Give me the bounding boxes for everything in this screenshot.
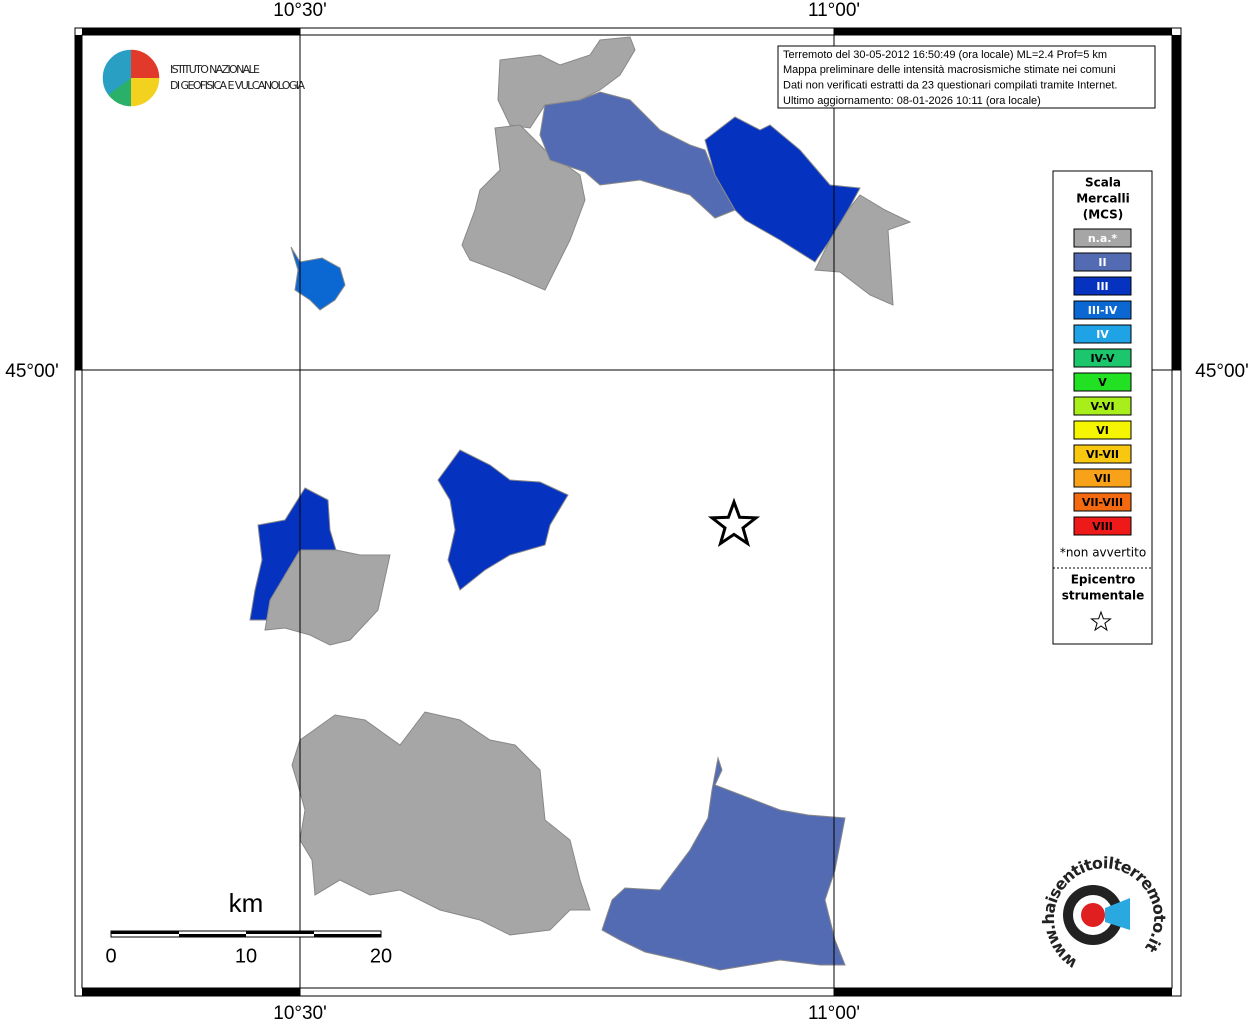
lon-label: 11°00': [808, 0, 860, 21]
area-iii-iv: [290, 246, 346, 311]
legend-label: VIII: [1092, 520, 1113, 533]
scale-segment: [314, 934, 381, 937]
legend-swatch: [1073, 324, 1132, 344]
info-line: Dati non verificati estratti da 23 quest…: [783, 80, 1117, 92]
logo-sector: [108, 78, 131, 107]
area-na: [814, 194, 912, 306]
legend-label: III: [1096, 280, 1108, 293]
logo-text: ISTITUTO NAZIONALE: [170, 63, 260, 76]
legend-label: n.a.*: [1088, 232, 1118, 245]
legend-swatch: [1073, 492, 1132, 512]
lon-label: 10°30': [273, 0, 327, 21]
info-box: [777, 45, 1156, 109]
legend-label: VI-VII: [1086, 448, 1119, 461]
scale-segment: [179, 934, 246, 937]
legend-swatch: [1073, 372, 1132, 392]
info-line: Ultimo aggiornamento: 08-01-2026 10:11 (…: [783, 95, 1041, 107]
info-line: Terremoto del 30-05-2012 16:50:49 (ora l…: [783, 49, 1107, 61]
logo-sector: [131, 78, 160, 107]
legend-label: V-VI: [1090, 400, 1114, 413]
area-iii: [437, 449, 569, 591]
logo-text: DI GEOFISICA E VULCANOLOGIA: [170, 79, 305, 92]
frame: [74, 27, 1182, 997]
axis-labels: 10°30' 11°00' 10°30' 11°00' 45°00' 45°00…: [5, 0, 1249, 1024]
frame-bar: [1172, 35, 1181, 370]
legend-label: VI: [1096, 424, 1109, 437]
lon-label: 11°00': [808, 1003, 860, 1024]
legend-label: V: [1098, 376, 1107, 389]
legend-swatch: [1073, 396, 1132, 416]
area-na: [264, 549, 391, 646]
legend: ScalaMercalli(MCS)n.a.*IIIIIIII-IVIVIV-V…: [1060, 176, 1146, 560]
legend-swatch: [1073, 276, 1132, 296]
lon-label: 10°30': [273, 1003, 327, 1024]
legend-swatch: [1073, 348, 1132, 368]
scale-tick: 10: [235, 945, 257, 967]
scale-bar: km 0 10 20: [105, 888, 392, 967]
legend-swatch: [1073, 252, 1132, 272]
legend-label: IV: [1096, 328, 1109, 341]
legend-title: Mercalli: [1076, 192, 1130, 206]
scale-segment: [111, 931, 179, 934]
legend-label: III-IV: [1088, 304, 1118, 317]
frame-bar: [834, 988, 1172, 996]
ingv-logo: ISTITUTO NAZIONALE DI GEOFISICA E VULCAN…: [101, 48, 305, 108]
legend-title: (MCS): [1083, 208, 1124, 222]
frame-bar: [834, 28, 1172, 35]
legend-note: *non avvertito: [1060, 546, 1146, 560]
lat-label: 45°00': [1195, 361, 1249, 382]
logo-horn: [1105, 898, 1130, 930]
frame-bar: [75, 35, 82, 370]
epicenter-label: Epicentro: [1071, 573, 1136, 587]
frame-bars: [75, 28, 1181, 996]
legend-swatch: [1073, 228, 1132, 248]
legend-label: VII: [1094, 472, 1111, 485]
frame-inner: [81, 34, 1173, 989]
frame-bar: [82, 28, 300, 35]
legend-swatch: [1073, 444, 1132, 464]
epicenter-label: strumentale: [1062, 589, 1145, 603]
info-line: Mappa preliminare delle intensità macros…: [783, 64, 1116, 76]
frame-bar: [82, 988, 300, 996]
area-na: [291, 711, 591, 936]
legend-swatch: [1073, 516, 1132, 536]
scale-segment: [246, 931, 314, 934]
legend-swatch: [1073, 300, 1132, 320]
epicenter: [707, 497, 761, 548]
legend-label: II: [1098, 256, 1106, 269]
graticule: [74, 27, 1182, 997]
logo-ring: [101, 48, 161, 108]
lat-label: 45°00': [5, 361, 59, 382]
legend-label: IV-V: [1090, 352, 1115, 365]
epicenter-legend-symbol: [1090, 610, 1112, 632]
legend-swatch: [1073, 468, 1132, 488]
area-ii: [601, 756, 846, 971]
legend-swatch: [1073, 420, 1132, 440]
legend-title: Scala: [1085, 176, 1121, 190]
logo-circle: [1081, 903, 1105, 927]
info-lines: Terremoto del 30-05-2012 16:50:49 (ora l…: [783, 49, 1117, 107]
scale-tick: 20: [370, 945, 392, 967]
logo-sector: [131, 49, 160, 78]
municipalities: [249, 36, 912, 971]
scale-tick: 0: [105, 945, 116, 967]
scale-unit: km: [229, 888, 264, 918]
legend-label: VII-VIII: [1082, 496, 1123, 509]
